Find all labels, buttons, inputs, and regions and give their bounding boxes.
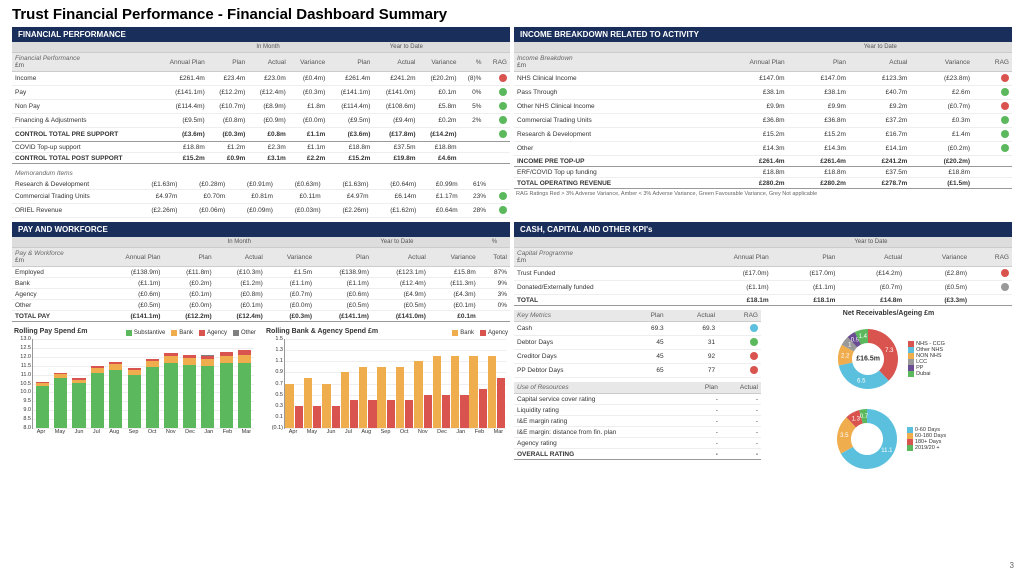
header-cash: CASH, CAPITAL AND OTHER KPI's [514,222,1012,237]
table-paywork: In MonthYear to Date% Pay & Workforce£m … [12,237,510,322]
chart-rolling-pay: Rolling Pay Spend £m SubstantiveBankAgen… [12,326,258,437]
svg-text:7.3: 7.3 [885,348,894,354]
table-memo: Research & Development(£1.63m)(£0.28m)(£… [12,179,510,218]
chart-rolling-bank: Rolling Bank & Agency Spend £m BankAgenc… [264,326,510,437]
page-title: Trust Financial Performance - Financial … [0,0,1024,27]
page-number: 3 [1010,561,1014,570]
memo-title: Memorandum Items [12,168,510,179]
table-useres: Use of ResourcesPlanActual Capital servi… [514,382,761,460]
table-finperf: In MonthYear to Date Financial Performan… [12,42,510,164]
panel-finperf: FINANCIAL PERFORMANCE In MonthYear to Da… [12,27,510,218]
svg-text:3.5: 3.5 [840,433,849,439]
header-pay: PAY AND WORKFORCE [12,222,510,237]
table-income: Year to Date Income Breakdown£m Annual P… [514,42,1012,189]
rag-note: RAG Ratings Red > 3% Adverse Variance, A… [514,189,1012,199]
header-finperf: FINANCIAL PERFORMANCE [12,27,510,42]
svg-text:11.1: 11.1 [881,448,893,454]
panel-pay: PAY AND WORKFORCE In MonthYear to Date% … [12,222,510,479]
svg-text:0.7: 0.7 [860,414,869,420]
panel-cash: CASH, CAPITAL AND OTHER KPI's Year to Da… [514,222,1012,479]
svg-text:2.2: 2.2 [841,353,850,359]
svg-text:1.4: 1.4 [859,334,868,340]
panel-income: INCOME BREAKDOWN RELATED TO ACTIVITY Yea… [514,27,1012,218]
header-income: INCOME BREAKDOWN RELATED TO ACTIVITY [514,27,1012,42]
table-capital: Year to Date Capital Programme£m Annual … [514,237,1012,306]
table-keymetrics: Key MetricsPlanActualRAG Cash69.369.3Deb… [514,310,761,378]
svg-text:6.5: 6.5 [857,379,866,385]
donuts-area: Net Receivables/Ageing £m 7.36.52.210.91… [765,310,1012,479]
